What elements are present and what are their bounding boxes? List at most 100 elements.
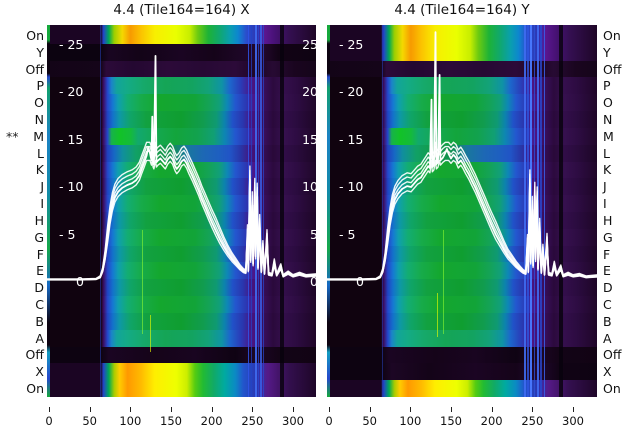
x-tick xyxy=(49,407,50,412)
y-tick-label-right: 15 xyxy=(302,131,316,147)
row-label: B xyxy=(603,313,612,329)
heatmap-panel-y: - 25 - 20 - 15 - 10 - 5 0 xyxy=(327,25,597,397)
rfi-stripe xyxy=(559,25,563,397)
row-label: F xyxy=(603,246,611,262)
x-tick-label: 250 xyxy=(241,414,264,428)
rfi-stripe xyxy=(262,25,264,397)
x-tick xyxy=(532,407,534,412)
row-label: Off xyxy=(25,347,44,363)
row-label: Y xyxy=(36,44,44,60)
row-label: Off xyxy=(603,347,622,363)
spectrum-curve xyxy=(327,31,597,281)
y-tick-label-right: 20 xyxy=(302,84,316,99)
row-label: N xyxy=(603,112,613,127)
accent-line xyxy=(150,315,152,353)
heatmap-row xyxy=(327,27,597,45)
x-tick xyxy=(130,407,132,412)
x-tick-label: 50 xyxy=(82,414,97,428)
y-tick-label-right: 25 xyxy=(302,36,316,52)
y-tick-label: - 15 xyxy=(339,131,364,147)
row-label: E xyxy=(36,263,44,279)
accent-line xyxy=(142,229,144,334)
rfi-stripe xyxy=(280,25,284,397)
row-label: O xyxy=(34,95,44,111)
y-tick-label: - 5 xyxy=(59,226,76,242)
x-tick xyxy=(252,407,254,412)
y-tick-label: - 25 xyxy=(59,36,84,52)
row-label: Off xyxy=(603,61,622,77)
x-tick-label: 0 xyxy=(325,414,333,428)
y-tick-label: 0 xyxy=(356,274,364,289)
y-tick-label: - 5 xyxy=(339,226,356,242)
y-tick-label-right: 5 xyxy=(310,226,316,242)
top-edge-strip xyxy=(47,25,316,27)
row-label: I xyxy=(40,196,44,212)
row-label: M xyxy=(603,128,614,144)
row-label: Y xyxy=(603,44,611,60)
x-tick xyxy=(293,407,294,412)
y-tick-label: - 20 xyxy=(339,84,364,99)
row-label: E xyxy=(603,263,611,279)
x-tick xyxy=(410,407,412,412)
x-tick-label: 200 xyxy=(200,414,223,428)
row-label: F xyxy=(36,246,44,262)
x-tick-label: 0 xyxy=(45,414,53,428)
starred-row-marker: ** xyxy=(6,128,19,144)
x-tick xyxy=(491,407,493,412)
row-label: J xyxy=(603,179,607,195)
y-tick-label: - 20 xyxy=(59,84,84,99)
spectrum-curve xyxy=(47,54,316,281)
row-label: A xyxy=(35,330,44,346)
heatmap-row xyxy=(327,346,597,364)
x-tick-label: 100 xyxy=(119,414,142,428)
x-tick xyxy=(451,407,452,412)
y-tick-label: - 15 xyxy=(59,131,84,147)
row-label: X xyxy=(35,364,44,380)
x-tick-label: 200 xyxy=(480,414,503,428)
y-tick-label-right: 0 xyxy=(310,274,316,289)
heatmap-row xyxy=(327,363,597,381)
row-label: L xyxy=(603,145,610,161)
row-label: Off xyxy=(25,61,44,77)
row-label: G xyxy=(34,229,44,245)
x-tick xyxy=(329,407,330,412)
rfi-stripe xyxy=(382,25,383,397)
x-tick-label: 150 xyxy=(160,414,182,428)
row-label: H xyxy=(603,212,613,228)
row-label: J xyxy=(40,179,44,195)
heatmap-row xyxy=(327,127,597,146)
row-label: On xyxy=(26,381,44,397)
accent-line xyxy=(443,229,445,334)
row-label: L xyxy=(37,145,44,161)
row-label: M xyxy=(33,128,44,144)
row-label: O xyxy=(603,95,613,111)
x-tick-label: 300 xyxy=(562,414,584,428)
row-label: B xyxy=(35,313,44,329)
y-tick-label: 0 xyxy=(76,274,84,289)
panel-title-x: 4.4 (Tile164=164) X xyxy=(113,2,250,18)
heatmap-row xyxy=(327,111,597,129)
row-label: N xyxy=(34,112,44,127)
row-label: K xyxy=(35,162,44,178)
row-label: K xyxy=(603,162,612,178)
x-tick xyxy=(369,407,371,412)
y-tick-label: - 25 xyxy=(339,36,364,52)
row-label: P xyxy=(603,78,611,94)
heatmap-row xyxy=(327,380,597,397)
heatmap-row xyxy=(327,43,597,62)
row-label: G xyxy=(603,229,613,245)
y-tick-label: - 10 xyxy=(339,179,364,194)
x-tick xyxy=(89,407,91,412)
row-label: D xyxy=(603,280,613,296)
heatmap-row xyxy=(327,312,597,331)
rfi-stripe xyxy=(524,25,526,397)
x-tick xyxy=(211,407,213,412)
rfi-stripe xyxy=(527,25,529,397)
heatmap-row xyxy=(327,262,597,280)
accent-line xyxy=(437,292,439,338)
heatmap-row xyxy=(327,279,597,297)
row-label: On xyxy=(26,27,44,43)
row-label: On xyxy=(603,27,621,43)
heatmap-row xyxy=(327,60,597,79)
